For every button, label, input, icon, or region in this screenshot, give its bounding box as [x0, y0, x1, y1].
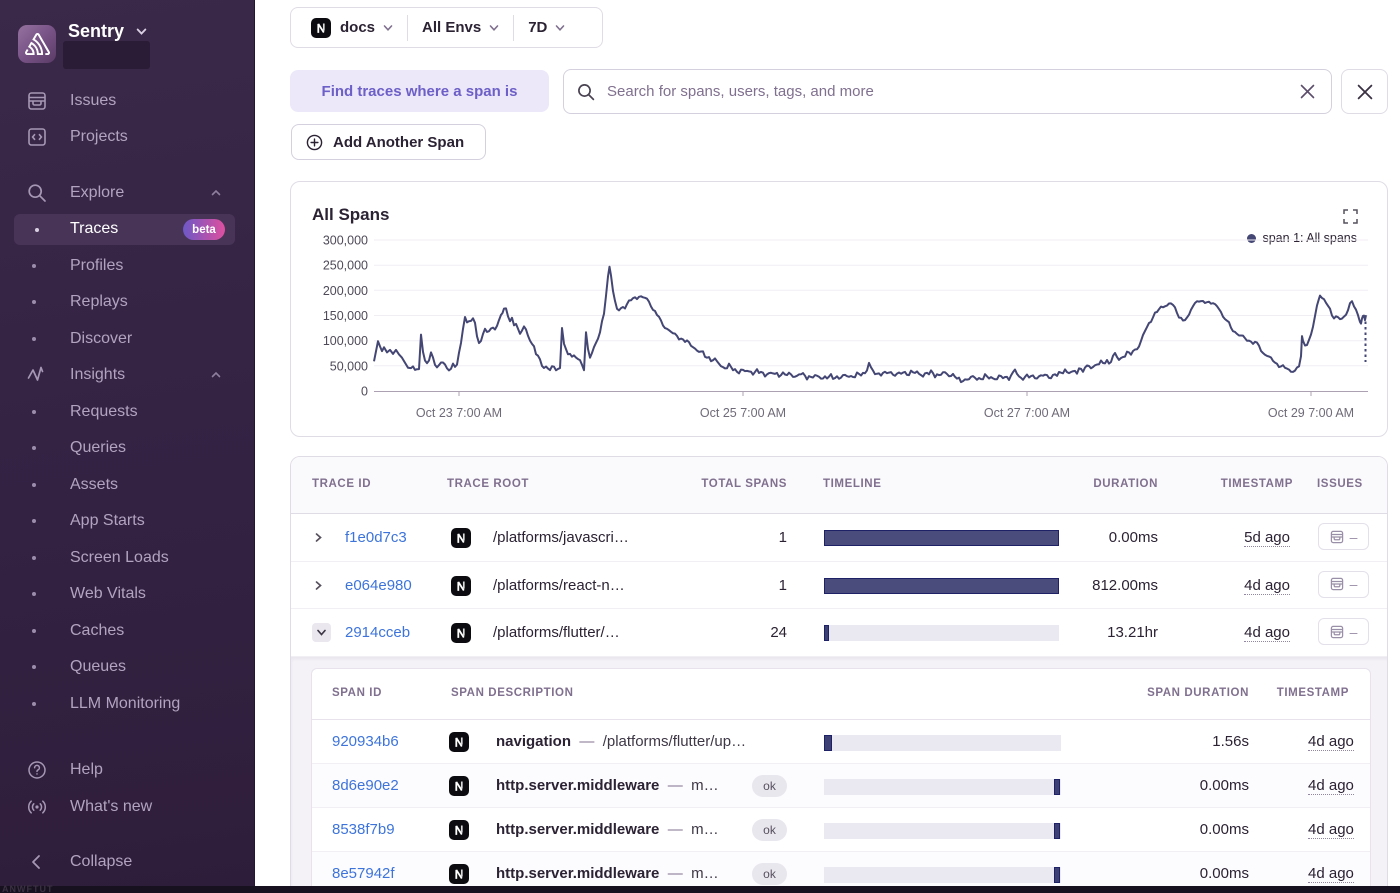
svg-text:Oct 27 7:00 AM: Oct 27 7:00 AM [984, 406, 1070, 420]
svg-text:50,000: 50,000 [330, 359, 368, 373]
svg-text:Oct 29 7:00 AM: Oct 29 7:00 AM [1268, 406, 1354, 420]
svg-text:300,000: 300,000 [323, 234, 368, 248]
svg-text:250,000: 250,000 [323, 259, 368, 273]
svg-text:0: 0 [361, 385, 368, 399]
svg-text:Oct 25 7:00 AM: Oct 25 7:00 AM [700, 406, 786, 420]
svg-text:200,000: 200,000 [323, 284, 368, 298]
svg-text:150,000: 150,000 [323, 309, 368, 323]
svg-text:100,000: 100,000 [323, 334, 368, 348]
svg-text:Oct 23 7:00 AM: Oct 23 7:00 AM [416, 406, 502, 420]
